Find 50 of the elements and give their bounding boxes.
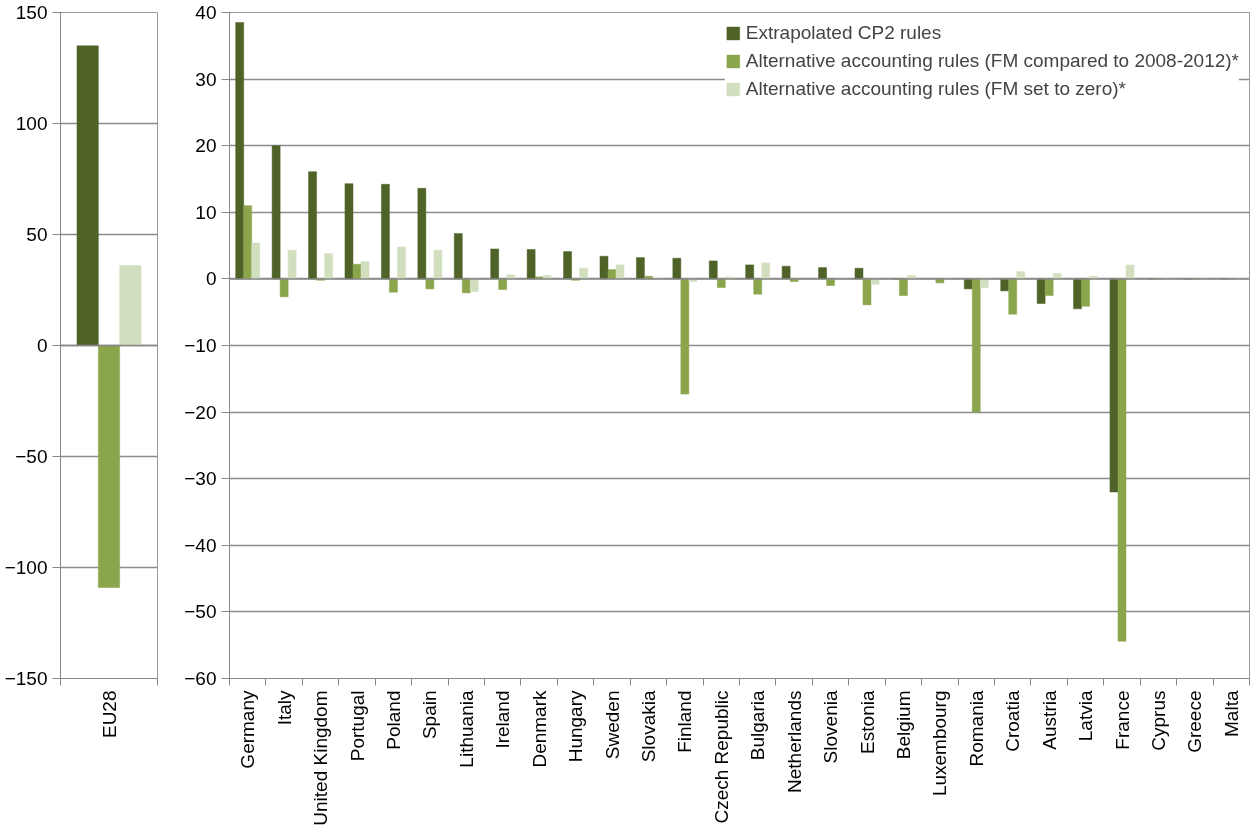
y-tick-label: −50 (15, 446, 48, 467)
x-tick-label: Sweden (601, 690, 623, 760)
x-tick-label: EU28 (98, 690, 120, 739)
x-tick-label: United Kingdom (310, 690, 332, 826)
y-tick-label: −40 (184, 534, 217, 556)
x-tick-label: Slovenia (820, 690, 842, 764)
y-tick-label: 20 (195, 135, 217, 157)
y-tick-label: 150 (15, 2, 48, 23)
y-tick-label: 30 (195, 68, 217, 90)
x-tick-label: Estonia (856, 690, 878, 754)
x-tick-label: Malta (1220, 690, 1242, 737)
x-tick-label: Italy (273, 690, 295, 726)
legend-label: Alternative accounting rules (FM compared to 2008-2012)* (745, 50, 1239, 72)
x-tick-label: Romania (965, 690, 987, 767)
x-tick-label: Germany (237, 690, 259, 769)
y-tick-label: −150 (4, 668, 48, 689)
legend-label: Alternative accounting rules (FM set to zero)* (745, 78, 1126, 100)
x-tick-label: Croatia (1002, 690, 1024, 752)
x-tick-label: Bulgaria (747, 690, 769, 761)
x-tick-label: Luxembourg (929, 690, 951, 797)
x-tick-label: Cyprus (1147, 690, 1169, 751)
x-tick-label: Poland (382, 690, 404, 750)
y-tick-label: −100 (4, 557, 48, 578)
legend-label: Extrapolated CP2 rules (745, 22, 942, 44)
x-tick-label: Belgium (892, 690, 914, 760)
x-tick-label: Finland (674, 690, 696, 753)
y-tick-label: 0 (205, 268, 217, 290)
x-tick-label: Austria (1038, 690, 1060, 750)
y-tick-label: 100 (15, 113, 48, 134)
x-tick-label: Greece (1184, 690, 1206, 753)
x-tick-label: Latvia (1075, 690, 1097, 742)
y-tick-label: −50 (184, 601, 217, 623)
y-tick-label: −60 (184, 668, 217, 689)
x-tick-label: Denmark (528, 690, 550, 768)
x-tick-label: Czech Republic (710, 690, 732, 824)
x-tick-label: Slovakia (637, 690, 659, 763)
x-tick-label: Hungary (565, 690, 587, 763)
y-tick-label: 10 (195, 201, 217, 223)
y-tick-label: 0 (36, 335, 48, 356)
y-tick-label: −10 (184, 335, 217, 356)
y-tick-label: 40 (195, 2, 217, 23)
x-tick-label: Portugal (346, 690, 368, 762)
y-tick-label: −30 (184, 468, 217, 490)
y-tick-label: −20 (184, 401, 217, 423)
x-tick-label: Ireland (492, 690, 514, 749)
x-tick-label: France (1111, 690, 1133, 750)
x-tick-label: Spain (419, 690, 441, 740)
y-tick-label: 50 (26, 224, 48, 245)
x-tick-label: Netherlands (783, 690, 805, 793)
x-tick-label: Lithuania (455, 690, 477, 768)
